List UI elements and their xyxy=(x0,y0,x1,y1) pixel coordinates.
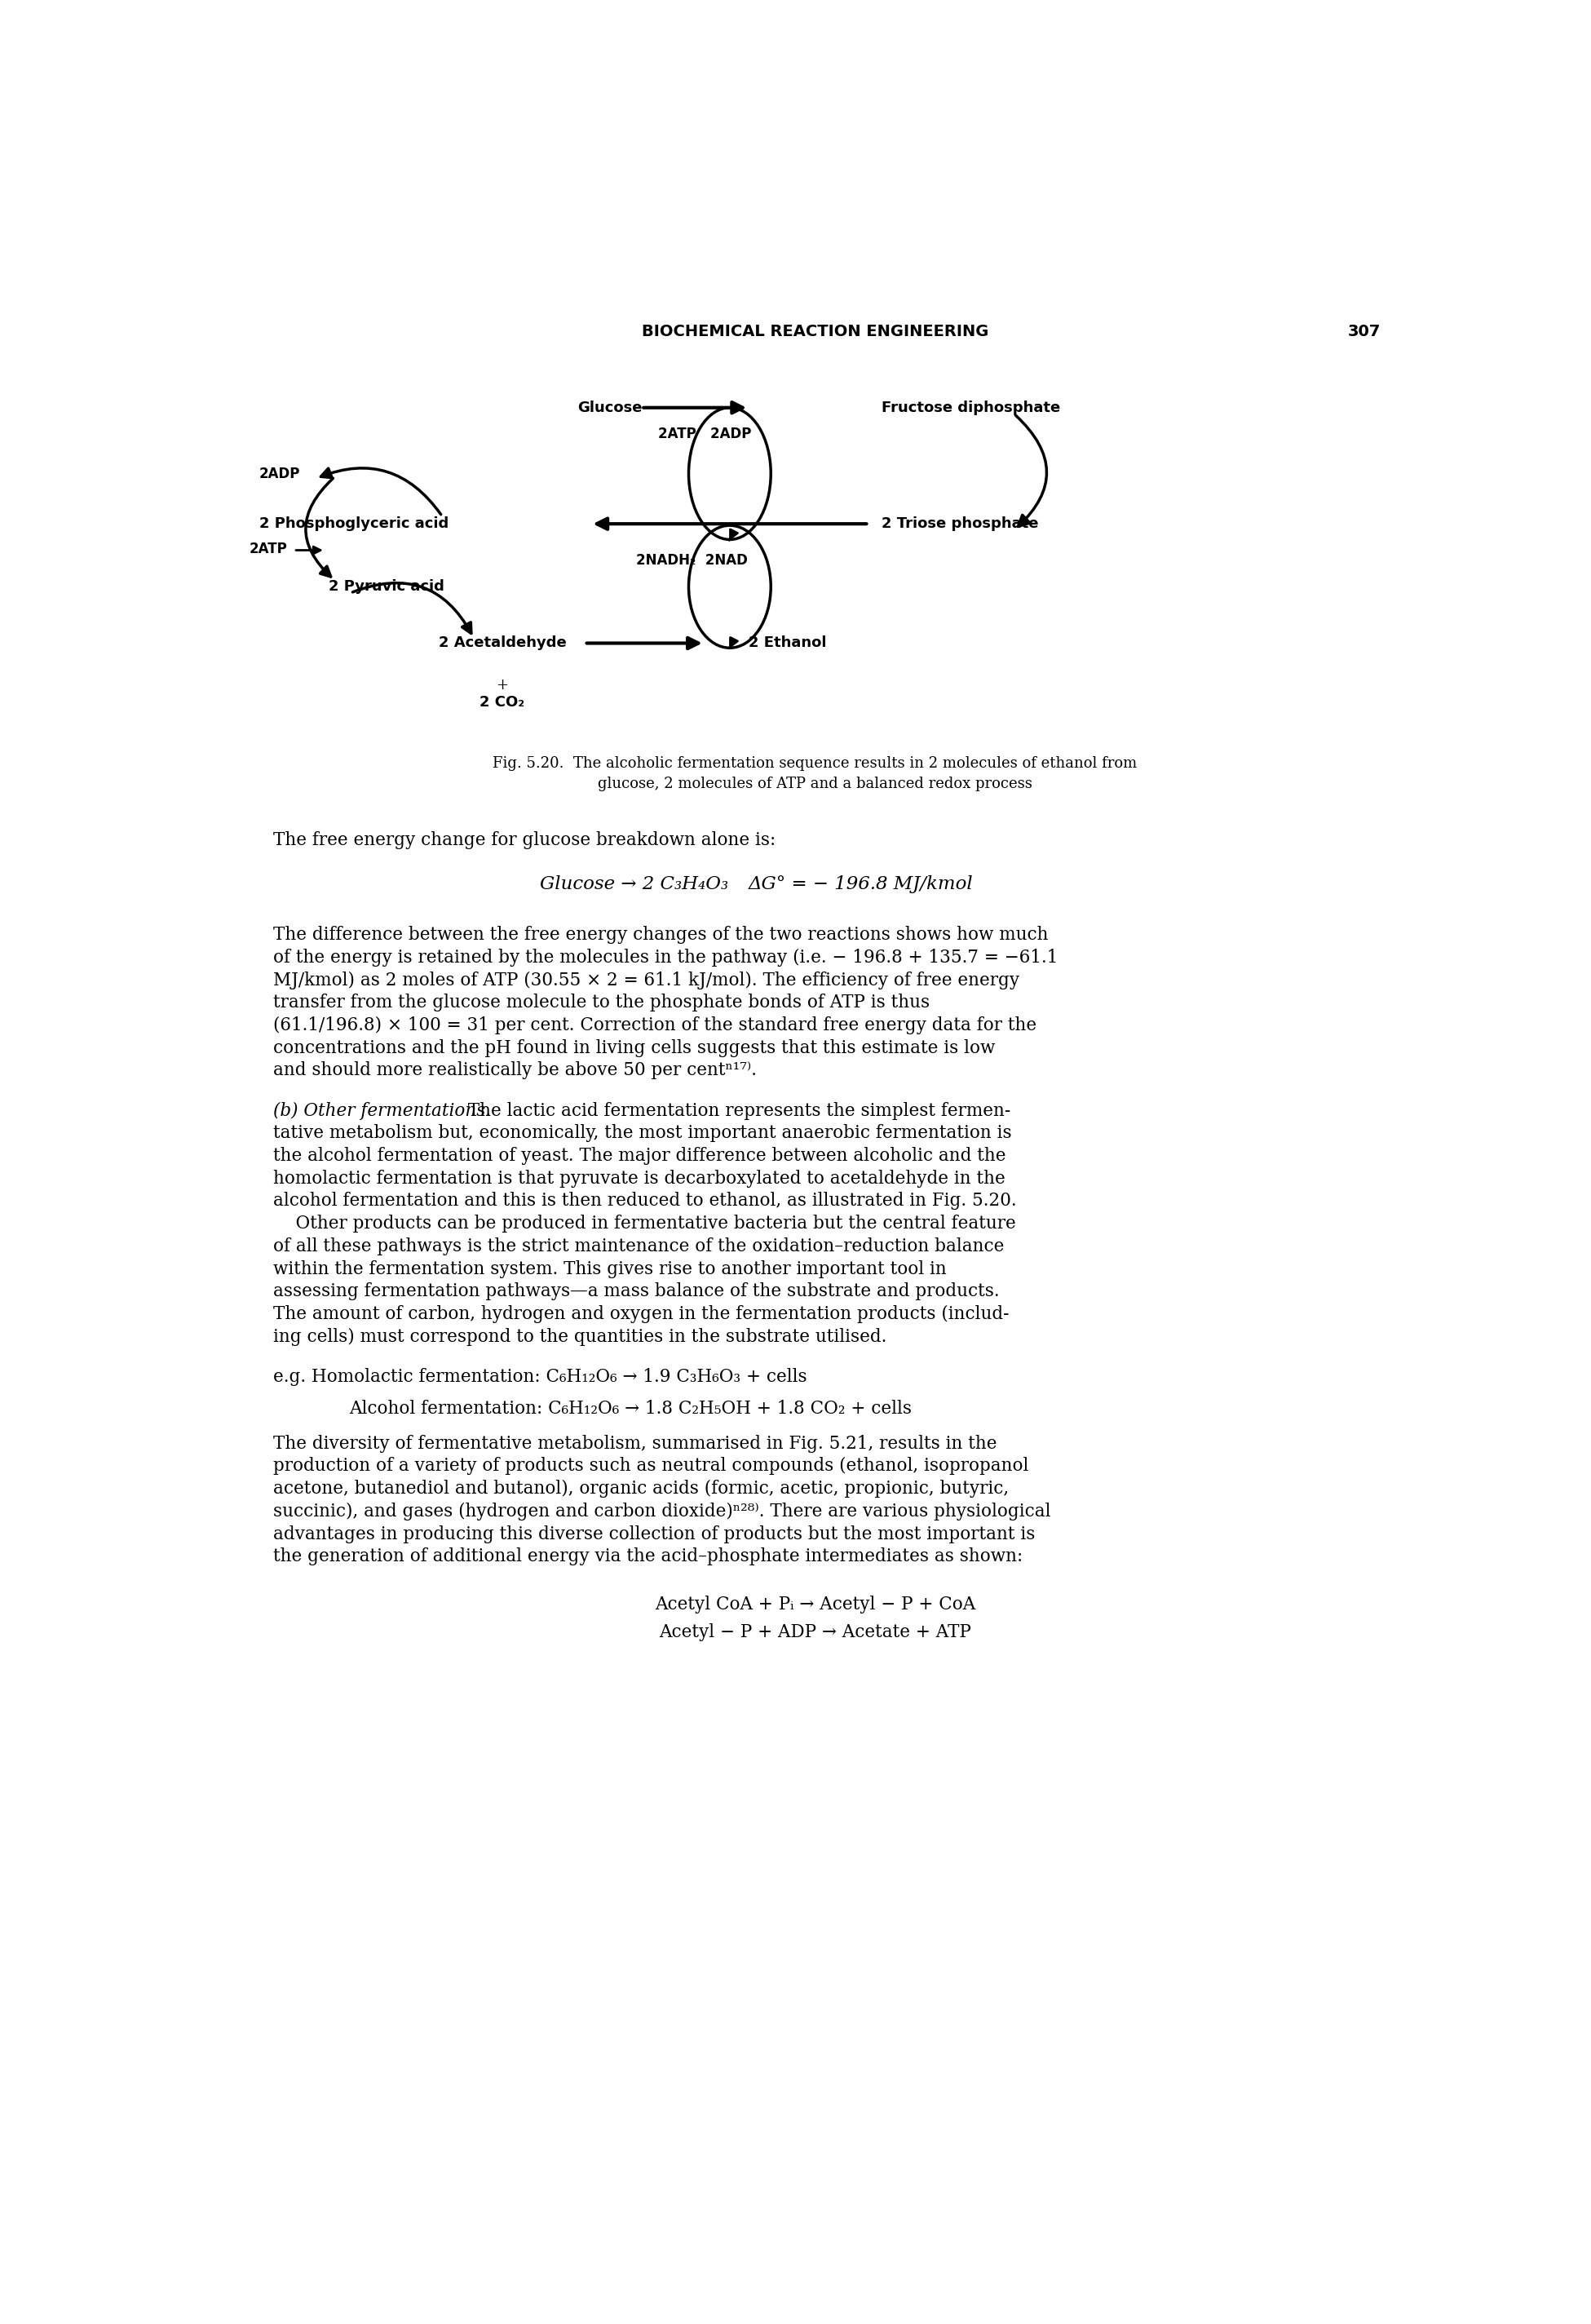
Text: alcohol fermentation and this is then reduced to ethanol, as illustrated in Fig.: alcohol fermentation and this is then re… xyxy=(274,1192,1017,1211)
Text: Other products can be produced in fermentative bacteria but the central feature: Other products can be produced in fermen… xyxy=(274,1215,1017,1232)
Text: within the fermentation system. This gives rise to another important tool in: within the fermentation system. This giv… xyxy=(274,1260,947,1278)
Text: the alcohol fermentation of yeast. The major difference between alcoholic and th: the alcohol fermentation of yeast. The m… xyxy=(274,1148,1006,1164)
Text: ΔG° = − 196.8 MJ/kmol: ΔG° = − 196.8 MJ/kmol xyxy=(749,876,974,892)
Text: advantages in producing this diverse collection of products but the most importa: advantages in producing this diverse col… xyxy=(274,1525,1036,1543)
Text: acetone, butanediol and butanol), organic acids (formic, acetic, propionic, buty: acetone, butanediol and butanol), organi… xyxy=(274,1480,1009,1499)
Text: assessing fermentation pathways—a mass balance of the substrate and products.: assessing fermentation pathways—a mass b… xyxy=(274,1283,999,1301)
Text: Fructose diphosphate: Fructose diphosphate xyxy=(881,400,1060,416)
Text: ing cells) must correspond to the quantities in the substrate utilised.: ing cells) must correspond to the quanti… xyxy=(274,1327,888,1346)
Text: transfer from the glucose molecule to the phosphate bonds of ATP is thus: transfer from the glucose molecule to th… xyxy=(274,995,931,1011)
Text: succinic), and gases (hydrogen and carbon dioxide)ⁿ²⁸⁾. There are various physio: succinic), and gases (hydrogen and carbo… xyxy=(274,1501,1052,1520)
Text: The amount of carbon, hydrogen and oxygen in the fermentation products (includ-: The amount of carbon, hydrogen and oxyge… xyxy=(274,1306,1009,1322)
Text: the generation of additional energy via the acid–phosphate intermediates as show: the generation of additional energy via … xyxy=(274,1548,1023,1566)
FancyArrowPatch shape xyxy=(1015,416,1047,528)
Text: glucose, 2 molecules of ATP and a balanced redox process: glucose, 2 molecules of ATP and a balanc… xyxy=(598,776,1033,790)
Text: 2 CO₂: 2 CO₂ xyxy=(480,695,525,711)
Text: Glucose → 2 C₃H₄O₃: Glucose → 2 C₃H₄O₃ xyxy=(541,876,729,892)
Text: 2 Pyruvic acid: 2 Pyruvic acid xyxy=(328,579,444,595)
Text: and should more realistically be above 50 per centⁿ¹⁷⁾.: and should more realistically be above 5… xyxy=(274,1062,757,1078)
Text: 307: 307 xyxy=(1348,323,1381,339)
Text: +: + xyxy=(496,679,509,693)
FancyArrowPatch shape xyxy=(353,583,471,634)
Text: 2 Phosphoglyceric acid: 2 Phosphoglyceric acid xyxy=(259,516,449,532)
Text: Acetyl CoA + Pᵢ → Acetyl − P + CoA: Acetyl CoA + Pᵢ → Acetyl − P + CoA xyxy=(655,1594,975,1613)
Text: Acetyl − P + ADP → Acetate + ATP: Acetyl − P + ADP → Acetate + ATP xyxy=(659,1622,971,1641)
Text: tative metabolism but, economically, the most important anaerobic fermentation i: tative metabolism but, economically, the… xyxy=(274,1125,1012,1143)
Text: 2 Acetaldehyde: 2 Acetaldehyde xyxy=(438,637,566,651)
Text: 2ATP   2ADP: 2ATP 2ADP xyxy=(657,425,751,442)
Text: 2ATP: 2ATP xyxy=(250,541,288,555)
Text: The free energy change for glucose breakdown alone is:: The free energy change for glucose break… xyxy=(274,832,776,851)
Text: The diversity of fermentative metabolism, summarised in Fig. 5.21, results in th: The diversity of fermentative metabolism… xyxy=(274,1434,998,1452)
Text: concentrations and the pH found in living cells suggests that this estimate is l: concentrations and the pH found in livin… xyxy=(274,1039,996,1057)
Text: of the energy is retained by the molecules in the pathway (i.e. − 196.8 + 135.7 : of the energy is retained by the molecul… xyxy=(274,948,1058,967)
FancyArrowPatch shape xyxy=(321,467,441,514)
Text: production of a variety of products such as neutral compounds (ethanol, isopropa: production of a variety of products such… xyxy=(274,1457,1029,1476)
Text: Glucose: Glucose xyxy=(578,400,643,416)
Text: (61.1/196.8) × 100 = 31 per cent. Correction of the standard free energy data fo: (61.1/196.8) × 100 = 31 per cent. Correc… xyxy=(274,1016,1037,1034)
Text: 2 Ethanol: 2 Ethanol xyxy=(749,637,827,651)
Text: 2NADH₂  2NAD: 2NADH₂ 2NAD xyxy=(636,553,748,567)
Text: homolactic fermentation is that pyruvate is decarboxylated to acetaldehyde in th: homolactic fermentation is that pyruvate… xyxy=(274,1169,1006,1188)
Text: BIOCHEMICAL REACTION ENGINEERING: BIOCHEMICAL REACTION ENGINEERING xyxy=(641,323,988,339)
Text: MJ/kmol) as 2 moles of ATP (30.55 × 2 = 61.1 kJ/mol). The efficiency of free ene: MJ/kmol) as 2 moles of ATP (30.55 × 2 = … xyxy=(274,971,1020,990)
Text: Fig. 5.20.  The alcoholic fermentation sequence results in 2 molecules of ethano: Fig. 5.20. The alcoholic fermentation se… xyxy=(493,755,1138,772)
Text: of all these pathways is the strict maintenance of the oxidation–reduction balan: of all these pathways is the strict main… xyxy=(274,1236,1004,1255)
FancyArrowPatch shape xyxy=(305,479,333,576)
Text: The lactic acid fermentation represents the simplest fermen-: The lactic acid fermentation represents … xyxy=(457,1102,1010,1120)
Text: The difference between the free energy changes of the two reactions shows how mu: The difference between the free energy c… xyxy=(274,925,1048,944)
Text: (b) Other fermentations.: (b) Other fermentations. xyxy=(274,1102,492,1120)
Text: e.g. Homolactic fermentation: C₆H₁₂O₆ → 1.9 C₃H₆O₃ + cells: e.g. Homolactic fermentation: C₆H₁₂O₆ → … xyxy=(274,1369,807,1385)
Text: Alcohol fermentation: C₆H₁₂O₆ → 1.8 C₂H₅OH + 1.8 CO₂ + cells: Alcohol fermentation: C₆H₁₂O₆ → 1.8 C₂H₅… xyxy=(350,1399,912,1418)
Text: 2 Triose phosphate: 2 Triose phosphate xyxy=(881,516,1039,532)
Text: 2ADP: 2ADP xyxy=(259,467,301,481)
